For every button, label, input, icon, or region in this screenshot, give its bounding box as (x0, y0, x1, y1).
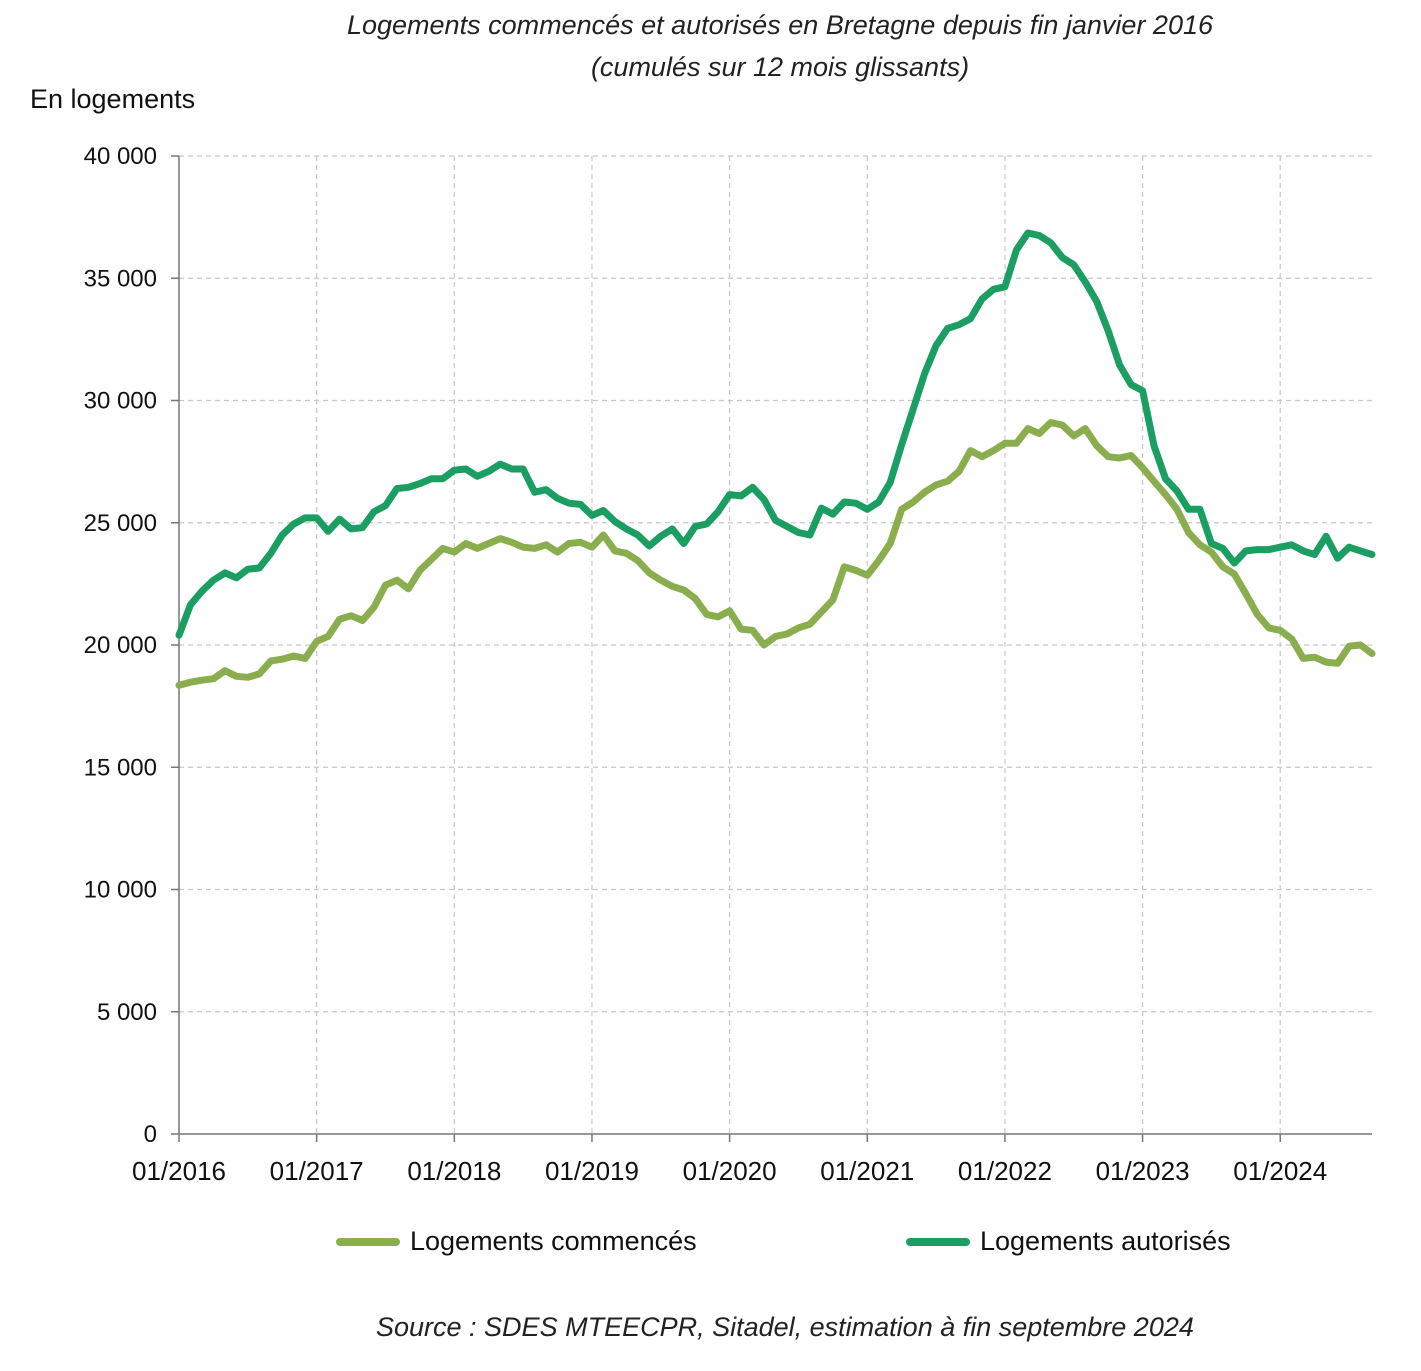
x-tick-label: 01/2022 (958, 1156, 1052, 1186)
y-tick-label: 30 000 (84, 388, 157, 415)
chart-title-line-2: (cumulés sur 12 mois glissants) (590, 52, 970, 82)
x-tick-label: 01/2019 (545, 1156, 639, 1186)
legend-label-commences: Logements commencés (410, 1226, 697, 1256)
legend-label-autorises: Logements autorisés (980, 1226, 1231, 1256)
y-tick-label: 5 000 (97, 999, 157, 1026)
y-tick-label: 10 000 (84, 877, 157, 904)
legend-item-autorises: Logements autorisés (906, 1226, 1231, 1257)
x-tick-label: 01/2020 (683, 1156, 777, 1186)
y-axis-ticks: 0 5 000 10 000 15 000 20 000 25 000 30 000 35 0… (84, 143, 179, 1148)
legend-item-commences: Logements commencés (336, 1226, 697, 1257)
series-lines (175, 229, 1376, 689)
x-tick-label: 01/2018 (407, 1156, 501, 1186)
y-tick-label: 25 000 (84, 510, 157, 537)
x-axis-ticks: 01/2016 01/2017 01/2018 01/2019 01/2020 01/20… (132, 1134, 1327, 1186)
legend: Logements commencés Logements autorisés (0, 1226, 1421, 1276)
line-chart: 0 5 000 10 000 15 000 20 000 25 000 30 000 35 0… (84, 143, 1376, 1186)
x-tick-label: 01/2024 (1233, 1156, 1327, 1186)
y-axis-unit-label: En logements (30, 84, 196, 114)
legend-swatch-commences (336, 1237, 400, 1246)
source-note: Source : SDES MTEECPR, Sitadel, estimati… (376, 1312, 1194, 1342)
y-tick-label: 20 000 (84, 632, 157, 659)
y-tick-label: 40 000 (84, 143, 157, 170)
x-tick-label: 01/2017 (270, 1156, 364, 1186)
series-line-commences (175, 419, 1376, 689)
y-tick-label: 0 (144, 1121, 157, 1148)
y-tick-label: 35 000 (84, 265, 157, 292)
grid-lines (179, 155, 1372, 1134)
x-tick-label: 01/2016 (132, 1156, 226, 1186)
legend-swatch-autorises (906, 1237, 970, 1246)
y-tick-label: 15 000 (84, 754, 157, 781)
chart-title: Logements commencés et autorisés en Bret… (230, 4, 1330, 88)
x-tick-label: 01/2021 (820, 1156, 914, 1186)
x-tick-label: 01/2023 (1096, 1156, 1190, 1186)
chart-title-line-1: Logements commencés et autorisés en Bret… (346, 10, 1214, 40)
series-line-autorises (175, 229, 1376, 639)
